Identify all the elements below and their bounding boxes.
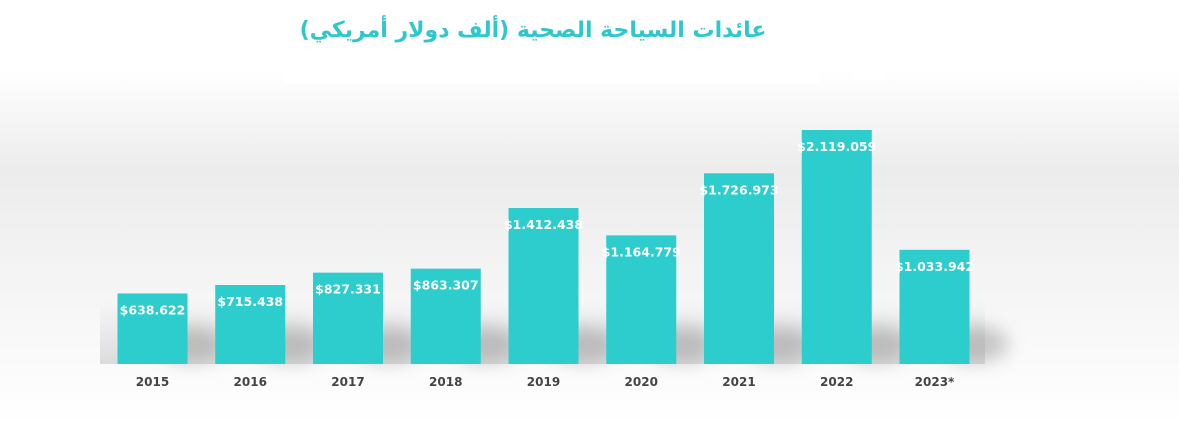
x-axis-ticks: 2015 2016 2017 2018 2019 2020 2021 2022 2023* xyxy=(136,375,955,389)
data-labels: $638.622 $715.438 $827.331 $863.307 $1.412.4… xyxy=(120,139,974,317)
data-label-2022: $2.119.059 xyxy=(797,139,876,154)
data-label-2016: $715.438 xyxy=(217,294,283,309)
data-label-2017: $827.331 xyxy=(315,282,381,297)
x-tick-2022: 2022 xyxy=(820,375,853,389)
bar-2018 xyxy=(410,268,481,364)
data-label-2015: $638.622 xyxy=(120,302,186,317)
bar-shadows xyxy=(158,326,1009,362)
x-tick-2021: 2021 xyxy=(722,375,755,389)
bar-2021 xyxy=(704,173,774,364)
title-background-fragment xyxy=(854,8,886,80)
chart-title: عائدات السياحة الصحية (ألف دولار أمريكي) xyxy=(299,18,767,43)
x-tick-2015: 2015 xyxy=(136,375,169,389)
bar-2017 xyxy=(313,272,383,364)
x-tick-2018: 2018 xyxy=(429,375,462,389)
bars xyxy=(117,130,970,364)
x-tick-2019: 2019 xyxy=(527,375,560,389)
bar-2016 xyxy=(215,284,286,364)
bar-2019 xyxy=(508,208,579,364)
bar-2020 xyxy=(606,235,677,364)
x-tick-2020: 2020 xyxy=(625,375,658,389)
title-background xyxy=(283,8,819,84)
x-tick-2017: 2017 xyxy=(331,375,364,389)
bar-2015 xyxy=(117,293,188,364)
bar-2023* xyxy=(899,249,970,364)
data-label-2023*: $1.033.942 xyxy=(895,259,974,274)
data-label-2020: $1.164.779 xyxy=(602,244,681,259)
data-label-2019: $1.412.438 xyxy=(504,217,583,232)
x-tick-2023*: 2023* xyxy=(915,375,955,389)
bar-2022 xyxy=(801,130,872,364)
data-label-2021: $1.726.973 xyxy=(699,182,778,197)
x-tick-2016: 2016 xyxy=(234,375,267,389)
data-label-2018: $863.307 xyxy=(413,278,479,293)
